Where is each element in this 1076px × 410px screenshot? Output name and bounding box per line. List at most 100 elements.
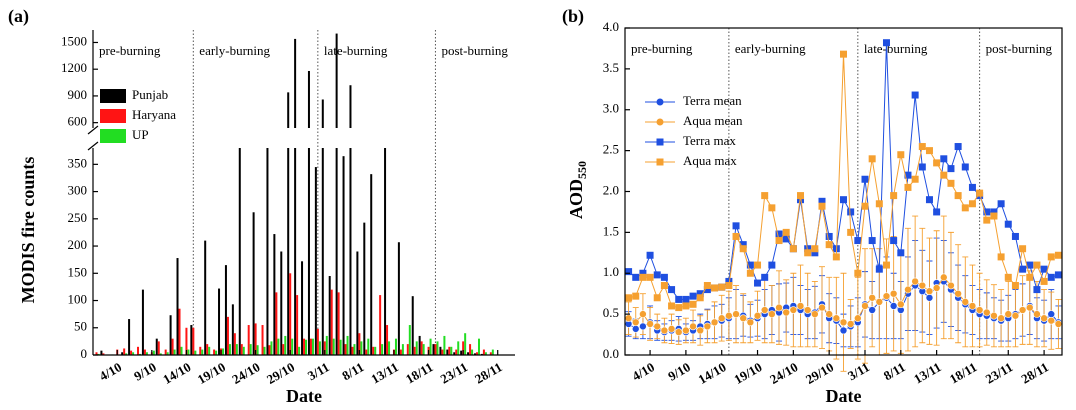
bar [145,352,148,355]
marker [925,287,934,296]
bar [406,344,409,355]
marker [982,308,991,317]
bar [399,349,402,355]
marker [847,228,855,236]
bar [102,353,105,355]
marker [825,310,833,318]
x-tick-label: 19/10 [195,359,228,387]
y-tick-label: 50 [74,319,87,334]
marker [682,326,690,335]
bar [121,352,124,355]
y-tick-label: 0 [81,346,88,361]
bar [462,341,465,355]
bar [342,156,345,355]
bar [318,341,321,355]
bar [215,350,218,355]
bar [252,212,255,355]
bar [432,344,435,355]
y-tick-label: 3.0 [603,101,619,116]
marker [632,273,640,281]
marker [947,165,955,173]
marker [753,311,762,320]
bar [351,346,354,355]
x-tick-label: 14/10 [160,359,193,387]
bar [192,327,195,355]
marker [1004,273,1012,281]
bar [242,346,245,355]
marker [710,318,719,327]
y-axis-label: MODIS fire counts [18,157,38,304]
series-line [628,42,1059,300]
marker [832,314,841,323]
x-tick-label: 18/11 [947,359,980,386]
marker [725,282,733,290]
marker [818,202,826,210]
x-tick-label: 3/11 [305,359,332,383]
marker [703,286,711,294]
marker [725,311,733,320]
bar [291,338,294,355]
bar [439,346,442,355]
marker [882,261,890,269]
bar [321,148,324,355]
marker [732,222,740,230]
bar [384,148,387,355]
marker [875,200,883,208]
bar [287,148,290,355]
bar [171,338,174,355]
marker [760,306,769,314]
bar [316,328,319,355]
bar [152,350,155,355]
bar [155,338,158,355]
bar [349,85,352,128]
bar [471,349,474,355]
marker [797,196,805,204]
bar [266,148,269,355]
bar [280,251,283,355]
legend-label: Punjab [132,87,168,102]
bar [268,345,271,355]
bar [332,338,335,355]
marker [1033,286,1041,294]
bar [273,234,276,355]
marker [868,293,876,302]
marker [990,311,998,320]
x-tick-label: 9/10 [131,359,159,384]
marker [746,261,754,269]
y-tick-label: 600 [68,114,88,129]
bar [358,333,361,355]
bar [370,174,373,355]
panel-label: (a) [8,6,29,27]
marker [925,293,934,302]
y-tick-label: 900 [68,87,88,102]
marker [1018,306,1027,314]
bar [185,327,188,355]
x-tick-label: 23/11 [438,359,471,386]
marker [933,208,941,216]
marker [754,261,762,269]
legend-swatch [100,109,126,123]
marker [789,245,797,253]
marker [961,204,969,212]
bar [178,308,181,355]
bar [206,344,209,355]
marker [904,183,912,191]
phase-label: post-burning [986,41,1053,56]
bar [199,346,202,355]
bar [187,349,190,355]
marker [940,155,948,163]
marker [739,245,747,253]
marker [818,197,826,205]
x-tick-label: 14/10 [696,359,729,387]
bar [464,333,467,355]
bar [169,315,172,355]
bar [491,349,494,355]
x-tick-label: 28/11 [1019,359,1052,386]
marker [911,91,919,99]
y-axis-label: AOD550 [566,161,589,219]
marker [639,322,647,331]
plot-frame [624,27,1063,356]
marker [961,298,970,306]
x-tick-label: 8/11 [339,359,366,383]
bar [270,341,273,355]
